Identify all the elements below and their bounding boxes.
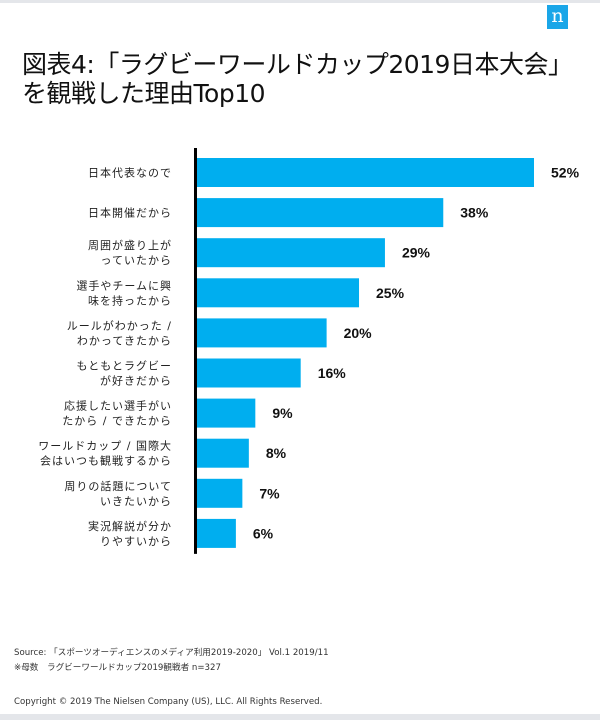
bar-2 [197, 198, 444, 228]
category-label-3: 周囲が盛り上がっていたから [88, 238, 172, 267]
value-label-1: 52% [551, 165, 580, 181]
nielsen-logo: n [547, 5, 568, 29]
category-label-line: 選手やチームに興 [76, 278, 172, 292]
category-labels-layer: 日本代表なので日本開催だから周囲が盛り上がっていたから選手やチームに興味を持った… [38, 166, 172, 548]
value-label-6: 16% [318, 365, 347, 381]
category-label-2: 日本開催だから [88, 206, 172, 220]
category-label-line: 会はいつも観戦するから [40, 454, 172, 468]
sample-size-note: ※母数 ラグビーワールドカップ2019観戦者 n=327 [14, 663, 221, 673]
value-label-10: 6% [253, 525, 274, 541]
category-label-line: 周囲が盛り上が [88, 238, 172, 252]
bar-3 [197, 238, 385, 268]
bar-4 [197, 278, 360, 308]
value-label-5: 20% [344, 325, 373, 341]
chart-title: 図表4:「ラグビーワールドカップ2019日本大会」 を観戦した理由Top10 [22, 50, 582, 108]
bar-7 [197, 398, 256, 428]
value-label-3: 29% [402, 245, 431, 261]
bar-1 [197, 158, 534, 187]
category-label-1: 日本代表なので [88, 166, 172, 180]
value-label-4: 25% [376, 285, 405, 301]
copyright-notice: Copyright © 2019 The Nielsen Company (US… [14, 697, 323, 707]
bar-8 [197, 438, 249, 468]
bar-10 [197, 518, 236, 548]
bars-layer [197, 158, 534, 548]
category-label-10: 実況解説が分かりやすいから [88, 519, 172, 548]
bottom-strip [0, 714, 600, 720]
category-label-5: ルールがわかった / わかってきたから [67, 318, 172, 347]
category-label-line: りやすいから [100, 535, 172, 548]
category-label-line: が好きだから [100, 374, 172, 388]
category-label-line: 日本代表なので [88, 166, 172, 180]
chart-title-line-2: を観戦した理由Top10 [22, 79, 266, 108]
bar-5 [197, 318, 327, 348]
category-label-line: 周りの話題について [64, 479, 172, 493]
category-label-line: わかってきたから [77, 334, 172, 347]
category-label-line: 味を持ったから [88, 293, 172, 307]
category-label-4: 選手やチームに興味を持ったから [76, 278, 172, 307]
bar-9 [197, 478, 243, 508]
chart-title-line-1: 図表4:「ラグビーワールドカップ2019日本大会」 [22, 50, 573, 79]
value-label-8: 8% [266, 445, 287, 461]
category-label-8: ワールドカップ / 国際大会はいつも観戦するから [38, 439, 172, 468]
bar-6 [197, 358, 301, 388]
category-label-line: 日本開催だから [88, 206, 172, 220]
category-label-line: たから / できたから [62, 415, 172, 428]
category-label-line: 応援したい選手がい [64, 399, 172, 413]
value-labels-layer: 52% 38% 29% 25% 20% 16% 9% 8% 7% 6% [253, 165, 580, 542]
top-strip [0, 0, 600, 3]
value-label-9: 7% [259, 485, 280, 501]
category-label-line: 実況解説が分か [88, 519, 172, 533]
category-label-6: もともとラグビーが好きだから [76, 359, 172, 388]
category-label-line: もともとラグビー [76, 359, 172, 373]
category-label-7: 応援したい選手がいたから / できたから [62, 399, 172, 428]
category-label-9: 周りの話題についていきたいから [64, 479, 172, 508]
category-label-line: ワールドカップ / 国際大 [38, 439, 172, 453]
source-note: Source: 「スポーツオーディエンスのメディア利用2019-2020」 Vo… [14, 648, 329, 658]
value-label-7: 9% [272, 405, 293, 421]
value-label-2: 38% [460, 205, 489, 221]
category-label-line: いきたいから [100, 495, 172, 508]
category-label-line: っていたから [101, 254, 172, 267]
category-label-line: ルールがわかった / [67, 318, 172, 332]
